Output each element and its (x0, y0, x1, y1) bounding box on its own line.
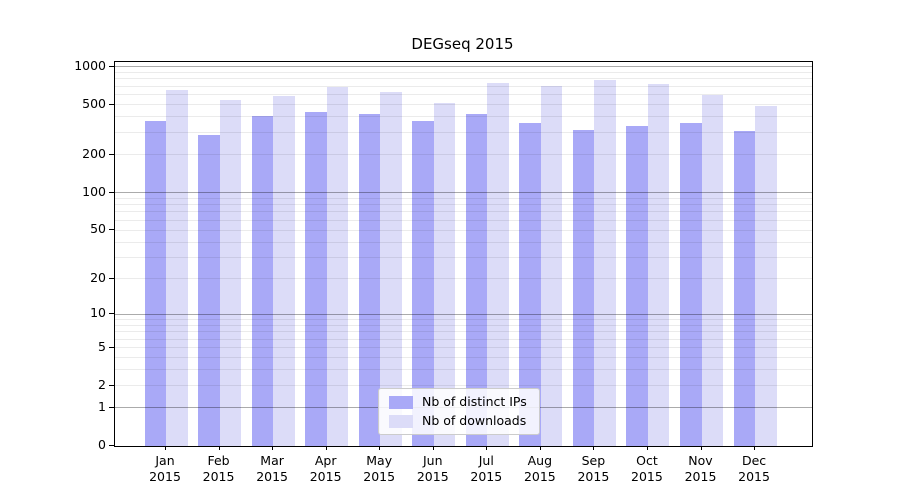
y-tick-mark-500 (109, 103, 114, 105)
y-tick-label-50: 50 (90, 221, 106, 237)
bar-feb-distinct-ips (198, 134, 220, 446)
x-tick-label-may: May 2015 (363, 453, 396, 484)
x-tick-mark-jul (486, 446, 488, 450)
y-tick-label-1000: 1000 (74, 57, 106, 73)
legend-swatch-downloads (389, 414, 413, 428)
legend-label-downloads: Nb of downloads (422, 413, 527, 428)
x-tick-mark-sep (593, 446, 595, 450)
y-tick-label-2: 2 (98, 376, 106, 392)
x-tick-mark-feb (218, 446, 220, 450)
bar-dec-distinct-ips (733, 130, 756, 446)
y-tick-mark-50 (109, 229, 114, 231)
x-tick-mark-aug (539, 446, 541, 450)
bar-oct-downloads (647, 83, 670, 446)
bar-sep-downloads (594, 79, 616, 446)
bar-jul-downloads (487, 82, 509, 446)
legend-swatch-distinct-ips (389, 395, 413, 409)
y-tick-label-1: 1 (98, 398, 106, 414)
y-tick-mark-1000 (109, 65, 114, 67)
bar-feb-downloads (219, 99, 242, 446)
x-tick-label-sep: Sep 2015 (577, 453, 610, 484)
x-tick-mark-jan (165, 446, 166, 450)
y-tick-label-200: 200 (82, 145, 106, 161)
bar-jan-distinct-ips (144, 121, 166, 446)
y-tick-mark-2 (109, 384, 114, 386)
plot-area: Nb of distinct IPs Nb of downloads (114, 61, 813, 447)
y-tick-mark-5 (109, 346, 114, 348)
bar-apr-downloads (326, 87, 349, 446)
y-tick-label-20: 20 (90, 269, 106, 285)
bar-jan-downloads (166, 90, 188, 446)
x-tick-mark-jun (432, 446, 434, 450)
y-tick-label-500: 500 (82, 95, 106, 111)
bar-jul-distinct-ips (465, 113, 488, 446)
bar-apr-distinct-ips (305, 111, 327, 446)
bar-mar-downloads (273, 96, 295, 446)
x-tick-label-oct: Oct 2015 (631, 453, 663, 484)
bar-jun-downloads (433, 102, 456, 446)
y-tick-mark-10 (109, 313, 114, 315)
y-tick-mark-0 (109, 445, 114, 446)
x-tick-label-jul: Jul 2015 (470, 453, 503, 484)
y-tick-label-5: 5 (98, 338, 106, 354)
bar-may-distinct-ips (358, 113, 381, 446)
bar-oct-distinct-ips (626, 125, 648, 446)
x-tick-label-jan: Jan 2015 (149, 453, 181, 484)
legend-item-distinct-ips: Nb of distinct IPs (389, 395, 527, 409)
x-tick-mark-may (379, 446, 381, 450)
legend-label-distinct-ips: Nb of distinct IPs (422, 394, 527, 409)
x-tick-label-jun: Jun 2015 (416, 453, 449, 484)
x-tick-mark-dec (754, 446, 756, 450)
x-tick-mark-oct (646, 446, 648, 450)
x-tick-mark-apr (325, 446, 327, 450)
bars-layer (115, 62, 812, 446)
bar-sep-distinct-ips (572, 130, 595, 446)
y-tick-label-10: 10 (90, 305, 106, 321)
y-tick-mark-1 (109, 406, 114, 408)
x-tick-mark-nov (700, 446, 702, 450)
x-tick-label-apr: Apr 2015 (309, 453, 342, 484)
bar-jun-distinct-ips (412, 121, 434, 446)
bar-dec-downloads (755, 105, 777, 446)
chart-title: DEGseq 2015 (411, 35, 514, 53)
bar-aug-downloads (540, 86, 563, 446)
y-tick-mark-20 (109, 277, 114, 279)
x-tick-label-feb: Feb 2015 (202, 453, 235, 484)
x-tick-label-mar: Mar 2015 (256, 453, 288, 484)
bar-nov-distinct-ips (680, 123, 702, 446)
bar-mar-distinct-ips (251, 115, 274, 446)
x-tick-label-dec: Dec 2015 (738, 453, 770, 484)
x-tick-label-nov: Nov 2015 (684, 453, 717, 484)
y-tick-mark-100 (109, 191, 114, 193)
legend-item-downloads: Nb of downloads (389, 414, 527, 428)
bar-aug-distinct-ips (519, 122, 541, 446)
y-tick-mark-200 (109, 153, 114, 155)
bar-nov-downloads (701, 95, 723, 446)
y-tick-label-100: 100 (82, 183, 106, 199)
y-tick-label-0: 0 (98, 437, 106, 452)
x-tick-mark-mar (272, 446, 274, 450)
legend: Nb of distinct IPs Nb of downloads (378, 388, 540, 435)
x-tick-label-aug: Aug 2015 (523, 453, 556, 484)
